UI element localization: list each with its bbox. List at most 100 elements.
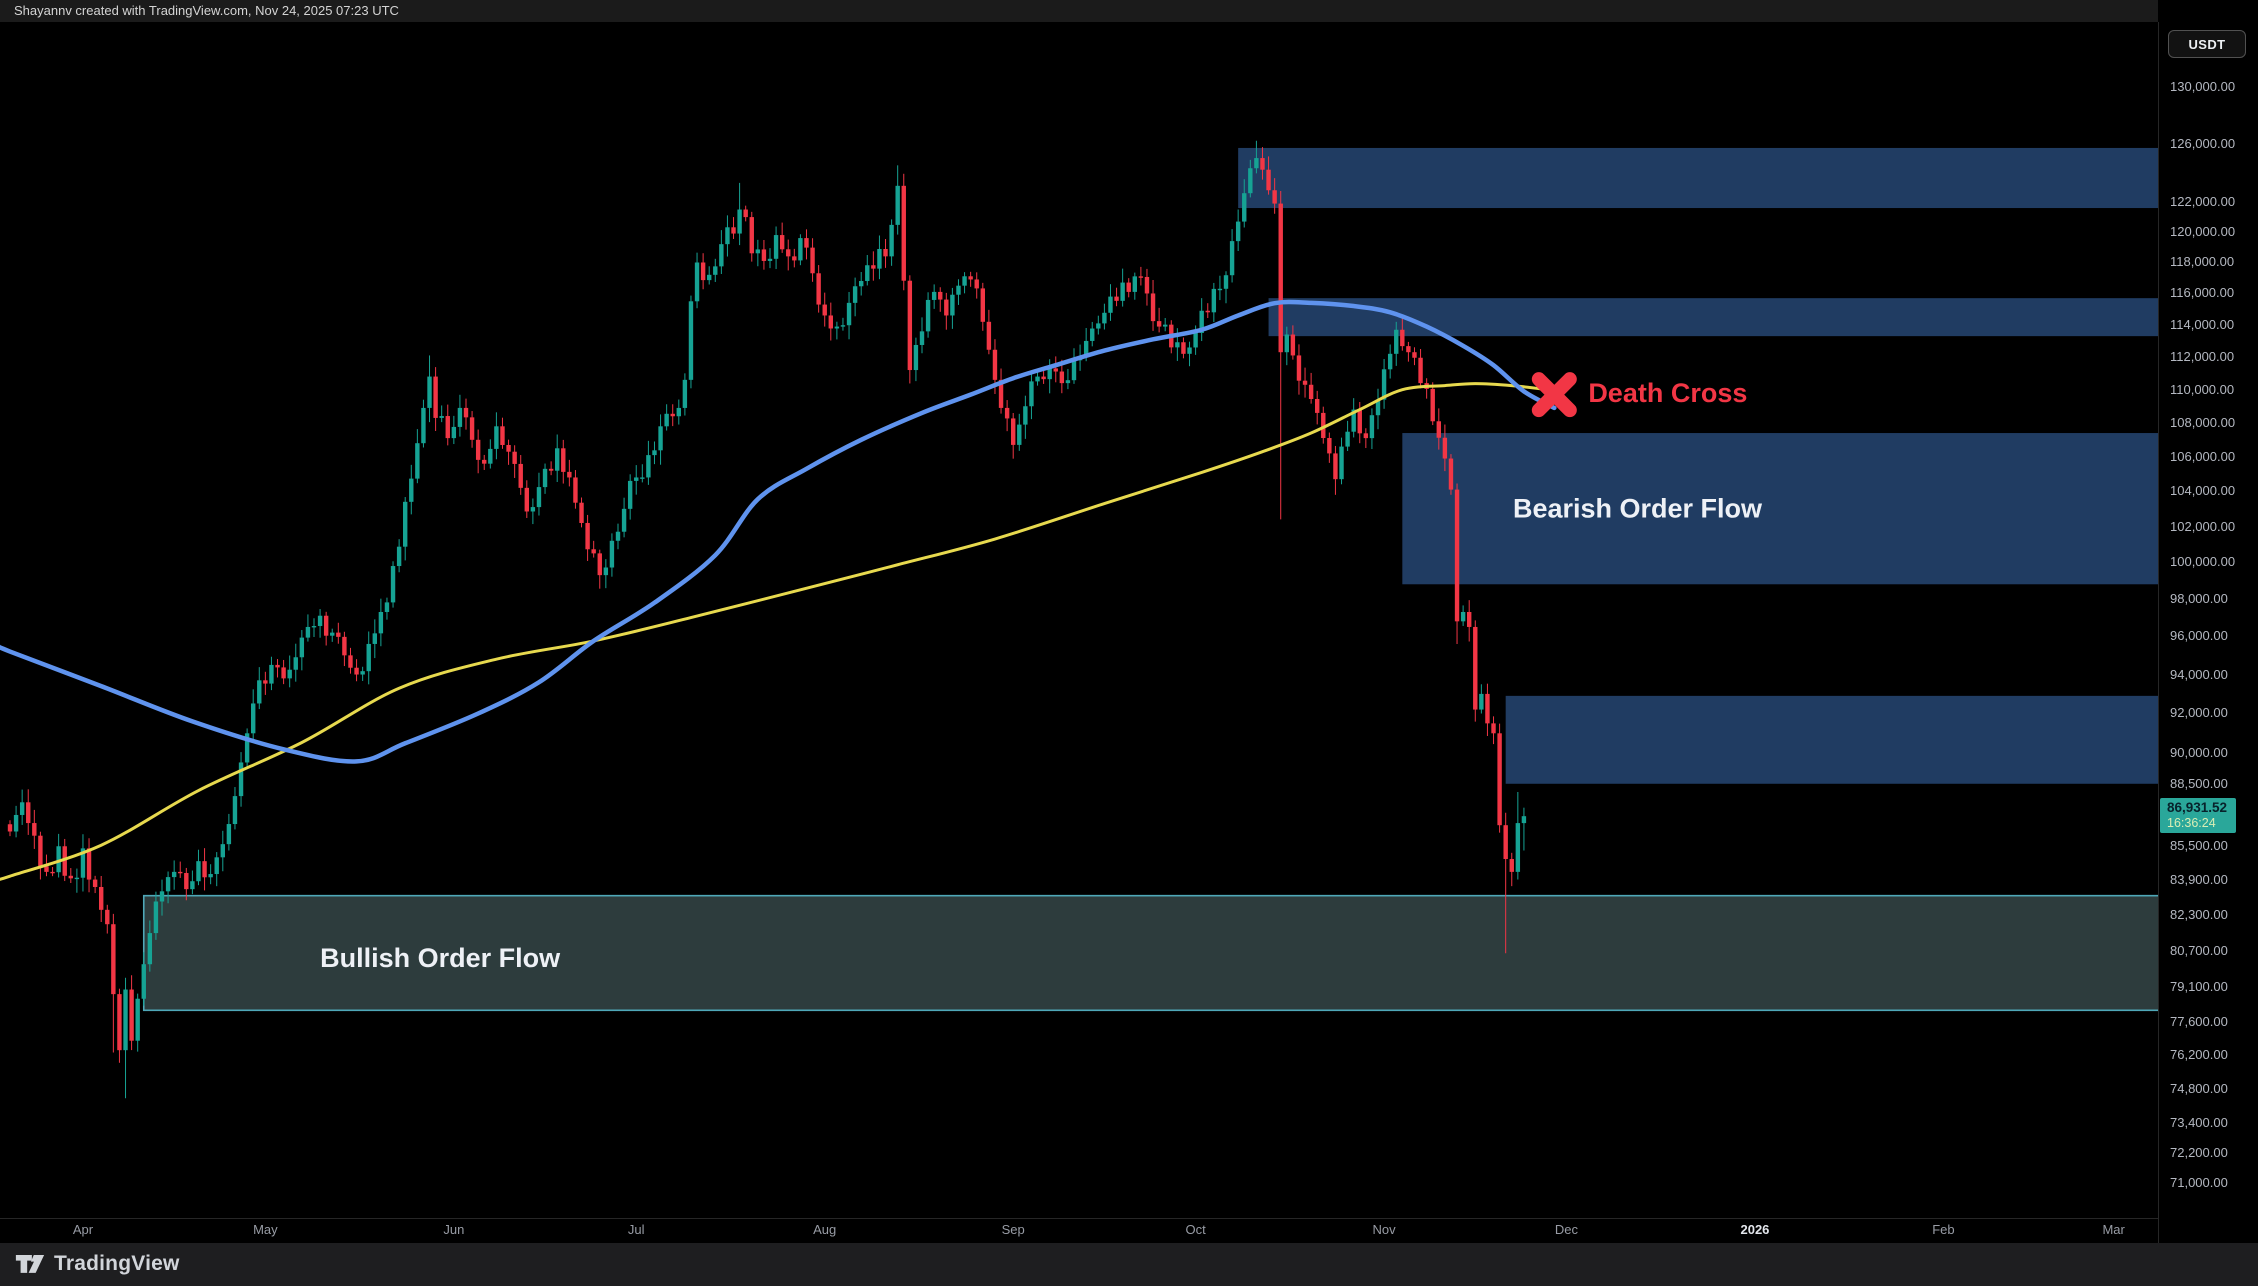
candle-body: [196, 861, 201, 882]
supply-zone-upper-rect[interactable]: [1238, 147, 2158, 209]
candle-body: [907, 280, 913, 371]
candle-body: [700, 262, 706, 281]
candle-body: [761, 249, 767, 261]
candle-body: [530, 507, 536, 512]
candle-body: [707, 274, 712, 281]
bullish-order-flow-zone-rect[interactable]: [142, 894, 2158, 1012]
candle-body: [1071, 360, 1077, 381]
candle-body: [670, 413, 675, 417]
candle-body: [889, 224, 894, 257]
candle-body: [1120, 282, 1125, 301]
price-axis[interactable]: USDT 86,931.52 16:36:24 130,000.00 126,00…: [2158, 22, 2258, 1243]
candle-body: [1430, 388, 1435, 422]
candle-body: [1211, 288, 1217, 313]
candle-body: [901, 185, 906, 281]
candle-body: [609, 540, 615, 568]
candle-body: [1102, 312, 1107, 324]
candle-body: [1491, 723, 1496, 734]
death-cross-label[interactable]: Death Cross: [1588, 378, 1747, 408]
candle-body: [1126, 282, 1131, 292]
candle-body: [1521, 816, 1527, 824]
candle-body: [646, 455, 651, 478]
candle-body: [652, 450, 657, 456]
candle-body: [1454, 489, 1460, 622]
bullish-order-flow-zone-label[interactable]: Bullish Order Flow: [320, 943, 561, 973]
candle-body: [1479, 693, 1484, 710]
candle-body: [658, 426, 663, 451]
candle-body: [1181, 342, 1186, 354]
candle-body: [469, 417, 475, 440]
tradingview-logo-link[interactable]: TradingView: [14, 1251, 180, 1276]
candle-body: [1442, 437, 1448, 459]
current-price-value: 86,931.52: [2167, 800, 2228, 816]
candle-body: [1333, 453, 1338, 480]
candle-body: [548, 468, 554, 471]
candle-body: [1339, 446, 1344, 480]
supply-zone-lower-rect[interactable]: [1505, 695, 2158, 784]
candle-body: [1175, 342, 1180, 348]
candle-body: [427, 376, 432, 408]
candle-body: [743, 209, 748, 218]
candle-body: [153, 901, 159, 934]
candle-body: [1260, 158, 1265, 170]
candle-body: [1114, 296, 1119, 301]
candle-body: [1503, 825, 1508, 860]
price-axis-label: 106,000.00: [2170, 448, 2236, 464]
candle-body: [682, 379, 688, 408]
candle-body: [883, 248, 888, 257]
supply-zone-mid-rect[interactable]: [1268, 298, 2158, 337]
candle-body: [178, 871, 183, 874]
candle-body: [354, 667, 359, 675]
candle-body: [1321, 412, 1326, 439]
death-cross-x-icon[interactable]: [1531, 372, 1577, 418]
candle-body: [561, 448, 566, 472]
candle-body: [1418, 357, 1423, 384]
candle-body: [482, 459, 487, 464]
candle-body: [1266, 169, 1271, 191]
candle-body: [475, 439, 481, 460]
bearish-order-flow-zone-rect[interactable]: [1402, 433, 2158, 585]
candle-body: [56, 846, 61, 873]
chart-canvas[interactable]: Bearish Order Flow Bullish Order Flow Deat…: [0, 22, 2158, 1218]
candle-body: [634, 477, 639, 481]
candle-body: [141, 964, 146, 999]
time-axis-label-mar: Mar: [2102, 1222, 2125, 1237]
price-axis-label: 77,600.00: [2170, 1013, 2228, 1029]
price-axis-label: 118,000.00: [2170, 254, 2235, 270]
candle-body: [263, 680, 268, 684]
time-axis[interactable]: Apr May Jun Jul Aug Sep Oct Nov Dec 2026 Feb Mar: [0, 1218, 2158, 1243]
candle-body: [86, 848, 92, 880]
price-axis-label: 112,000.00: [2170, 349, 2235, 365]
price-axis-label: 98,000.00: [2170, 591, 2228, 606]
candle-body: [1053, 368, 1058, 372]
price-axis-label: 108,000.00: [2170, 414, 2236, 430]
candle-body: [1290, 334, 1296, 356]
candle-body: [494, 426, 499, 449]
price-axis-label: 72,200.00: [2170, 1144, 2228, 1160]
candle-body: [950, 294, 955, 316]
candle-body: [749, 217, 754, 254]
candle-body: [1150, 293, 1156, 322]
price-axis-label: 120,000.00: [2170, 224, 2236, 240]
candle-body: [524, 487, 529, 512]
price-axis-label: 100,000.00: [2170, 554, 2236, 570]
bearish-order-flow-zone-label[interactable]: Bearish Order Flow: [1513, 494, 1763, 524]
candle-body: [488, 448, 493, 464]
candle-body: [439, 416, 444, 418]
candle-body: [1017, 424, 1022, 445]
candle-body: [725, 227, 730, 245]
candle-body: [1345, 431, 1350, 447]
candle-body: [1205, 310, 1210, 313]
candle-body: [7, 824, 13, 832]
candle-body: [99, 886, 104, 910]
candle-body: [573, 477, 578, 503]
candle-body: [317, 615, 323, 627]
candle-body: [129, 989, 134, 1041]
candle-body: [980, 288, 985, 322]
ma-slow-yellow-line: [0, 382, 1550, 881]
currency-toggle-usdt[interactable]: USDT: [2168, 30, 2246, 58]
price-axis-label: 73,400.00: [2170, 1114, 2228, 1130]
candle-body: [676, 407, 681, 417]
candle-body: [627, 480, 633, 509]
price-axis-label: 88,500.00: [2170, 775, 2228, 791]
